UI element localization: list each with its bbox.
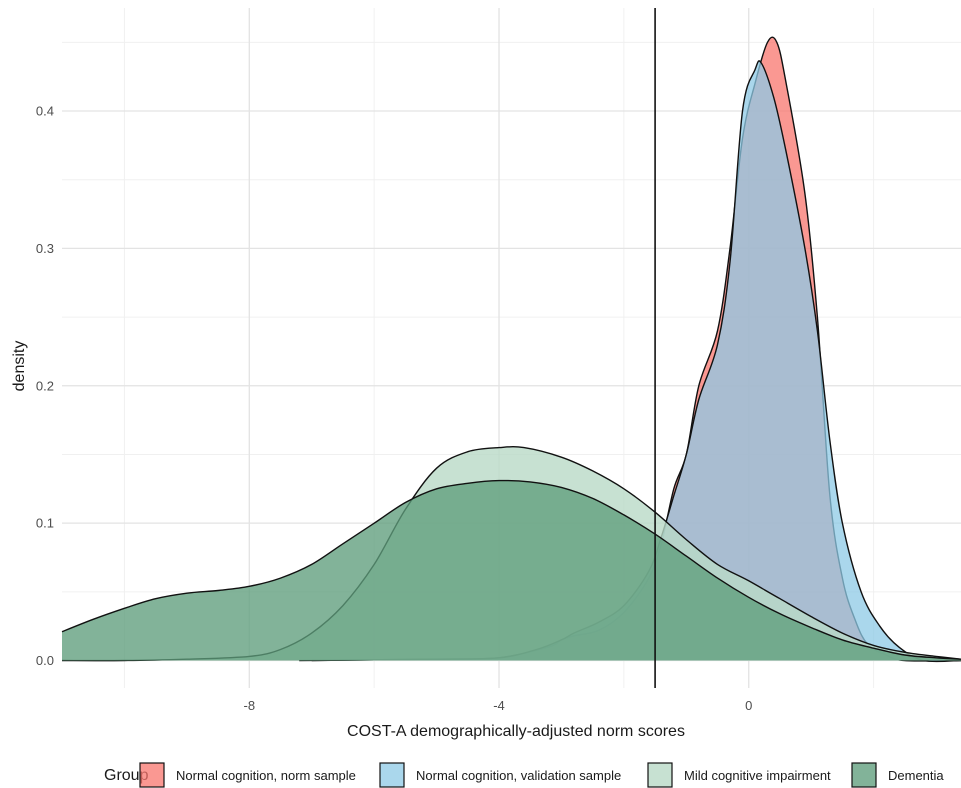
x-tick-label: -4 — [493, 698, 505, 713]
y-tick-label: 0.2 — [36, 378, 54, 393]
legend-label-normal-cognition-norm-sample: Normal cognition, norm sample — [176, 768, 356, 783]
x-tick-label: 0 — [745, 698, 752, 713]
y-axis-title: density — [11, 341, 28, 392]
legend-key-dementia — [851, 762, 877, 788]
density-outline-dementia — [61, 479, 961, 660]
density-area-dementia — [62, 480, 961, 661]
y-tick-label: 0.3 — [36, 241, 54, 256]
x-tick-label: -8 — [244, 698, 256, 713]
legend-key-mild-cognitive-impairment — [647, 762, 673, 788]
axis-ticks: -8 -4 0 0.0 0.1 0.2 0.3 0.4 — [36, 104, 752, 713]
legend-label-dementia: Dementia — [888, 768, 944, 783]
y-tick-label: 0.1 — [36, 516, 54, 531]
legend-title: Group — [104, 767, 149, 784]
legend-key-normal-cognition-norm-sample — [139, 762, 165, 788]
y-tick-label: 0.4 — [36, 104, 54, 119]
legend-label-normal-cognition-validation-sample: Normal cognition, validation sample — [416, 768, 621, 783]
density-areas — [61, 36, 961, 663]
density-area-normal-cognition-validation-sample — [311, 60, 961, 662]
legend: Group Normal cognition, norm sample Normal… — [104, 762, 944, 788]
x-axis-title: COST-A demographically-adjusted norm sco… — [347, 723, 685, 740]
legend-label-mild-cognitive-impairment: Mild cognitive impairment — [684, 768, 831, 783]
legend-key-normal-cognition-validation-sample — [379, 762, 405, 788]
y-tick-label: 0.0 — [36, 653, 54, 668]
